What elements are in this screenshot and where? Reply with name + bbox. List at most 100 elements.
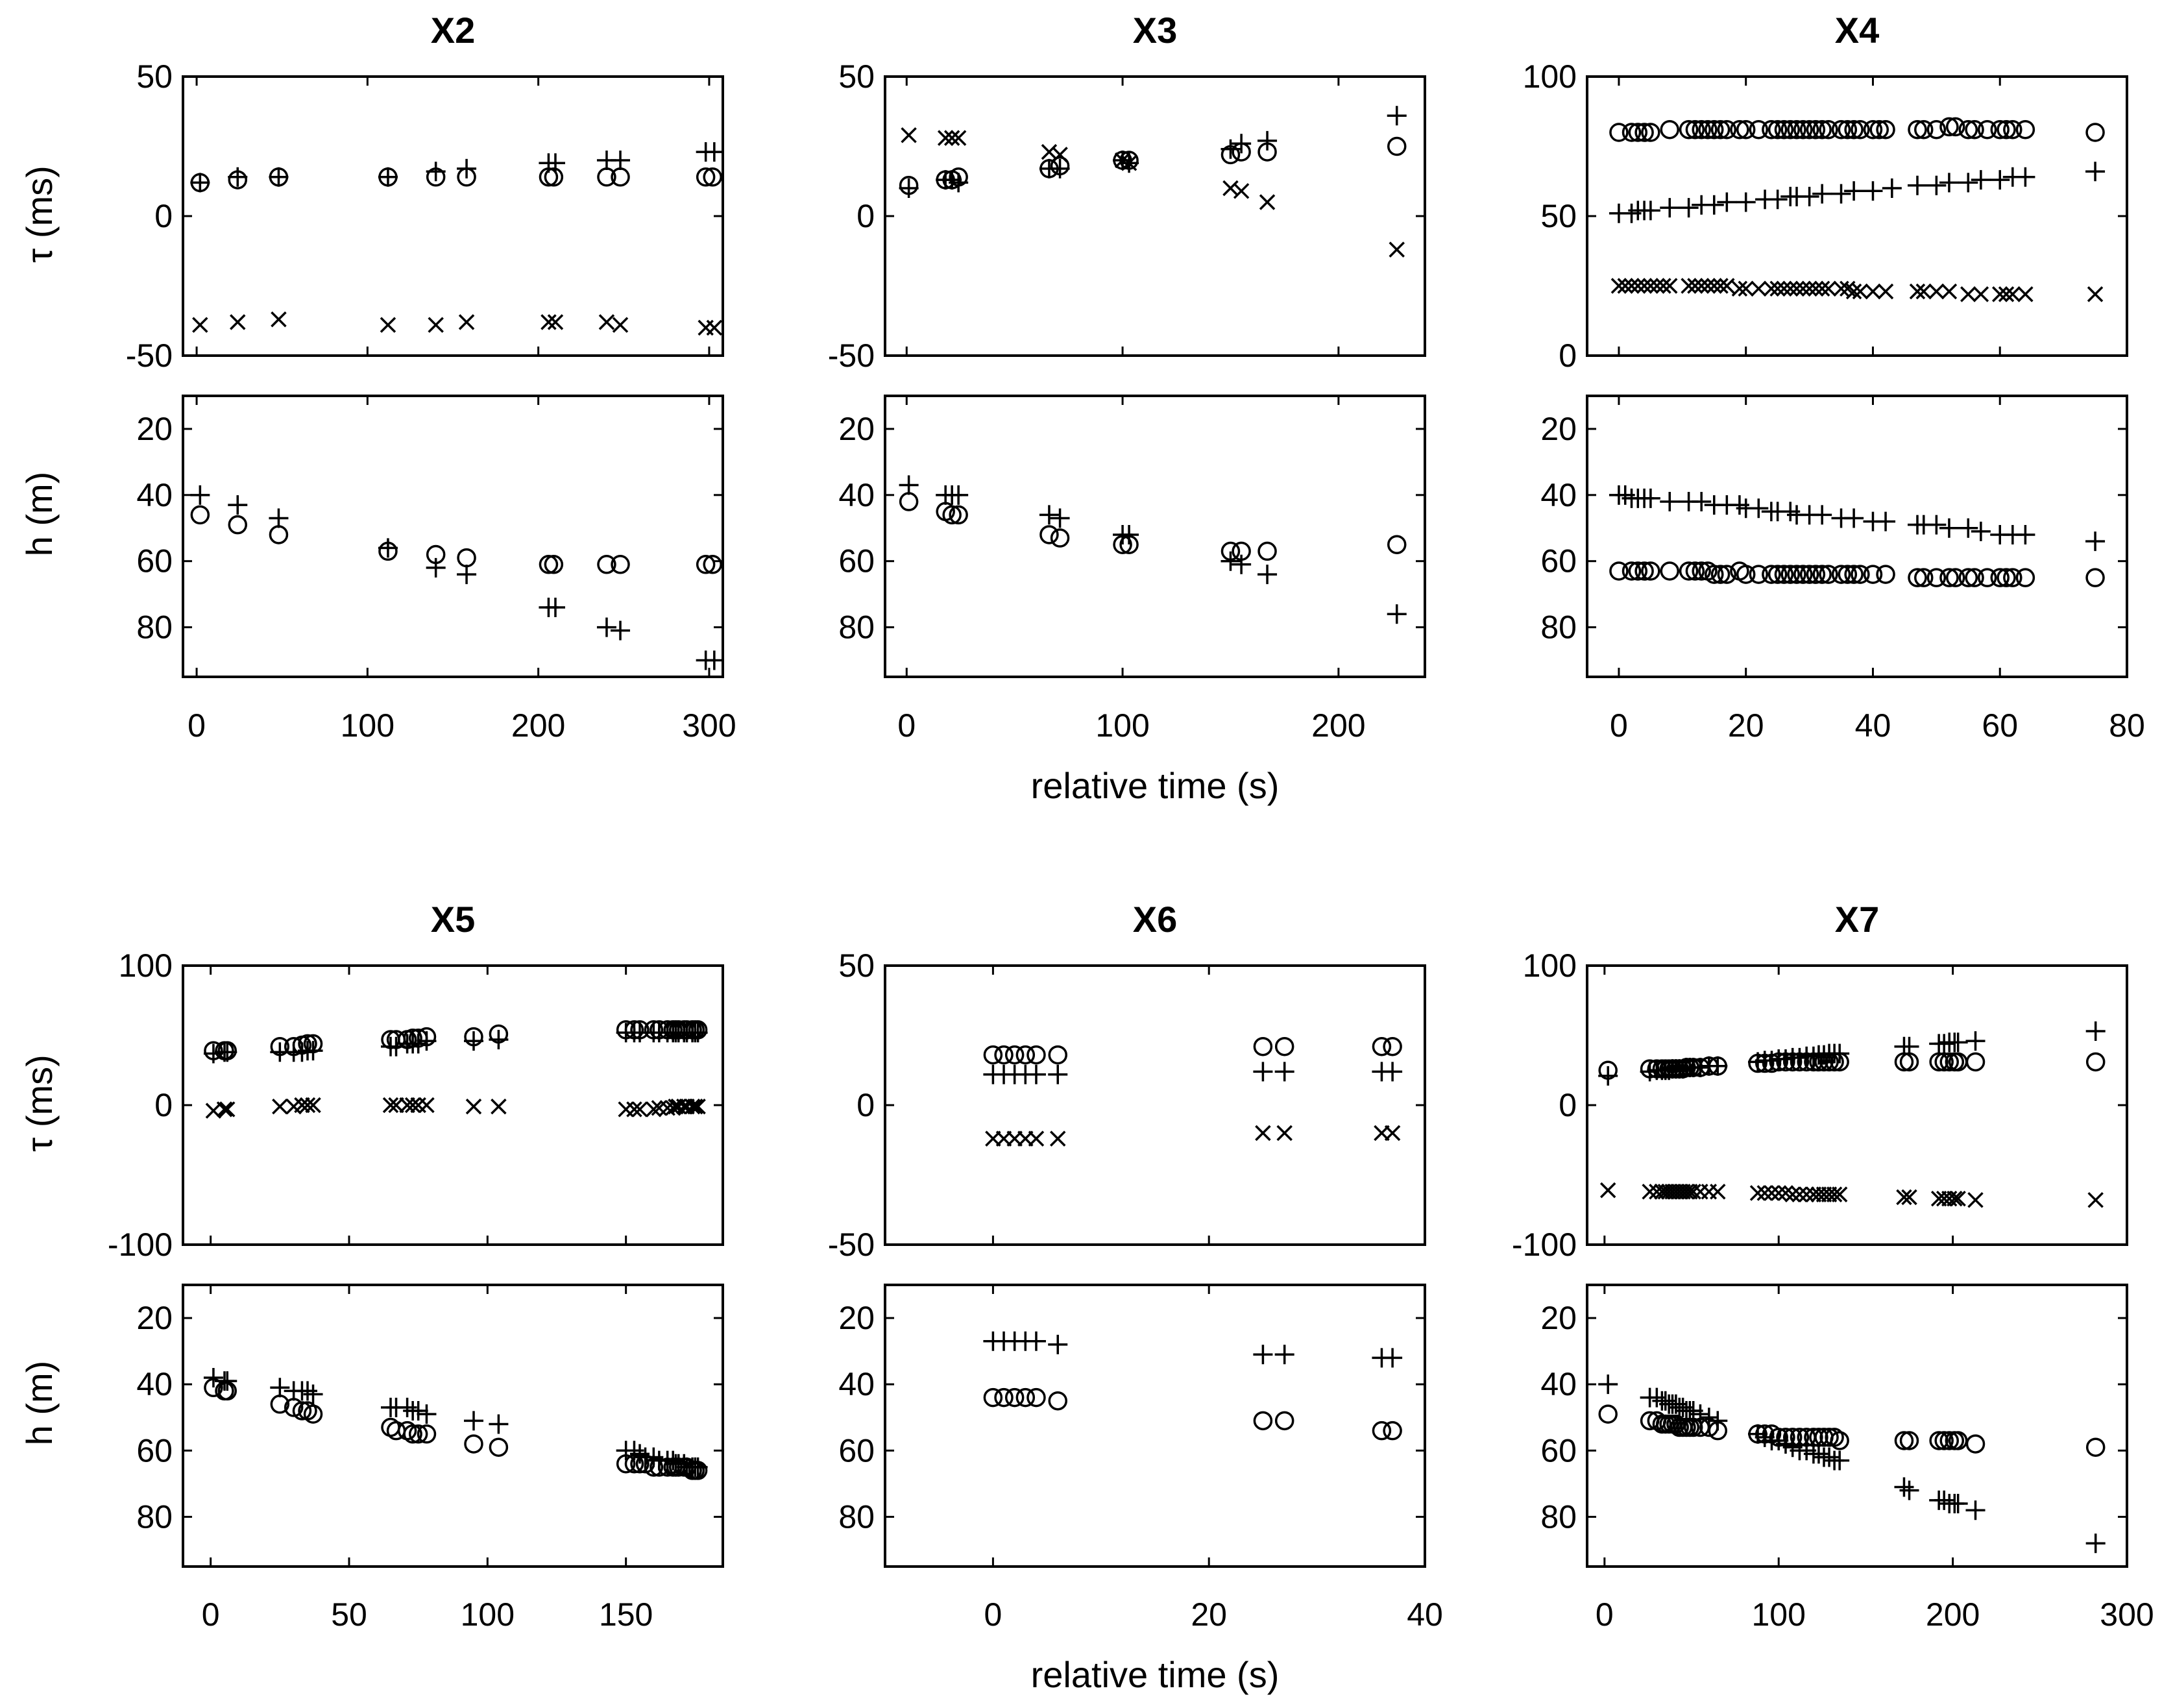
tau-plus-marker [1830,1043,1850,1064]
tau-circle-marker [1977,119,1997,140]
tau-cross-marker [1896,1189,1912,1206]
tau-circle-marker [2015,119,2035,140]
tau-circle-marker [1004,1045,1025,1065]
tau-cross-marker [1764,1185,1780,1201]
x-axis-label: relative time (s) [1031,1654,1280,1695]
tau-cross-marker [305,1097,321,1114]
tau-cross-marker [1649,278,1665,294]
tau-circle-marker [1387,136,1407,156]
tau-plus-marker [464,1031,483,1051]
tau-cross-marker [1050,1130,1066,1147]
tau-cross-marker [1998,286,2015,302]
tau-cross-marker [1751,280,1767,297]
h-circle-marker [1914,568,1934,587]
h-circle-marker [1679,561,1699,581]
h-plus-marker [457,565,477,585]
h-plus-marker [1050,508,1070,528]
tau-plus-marker [899,178,919,198]
tau-cross-marker [419,1097,435,1114]
h-plus-marker [1876,511,1896,531]
tau-circle-marker [1780,119,1800,140]
tau-cross-marker [1599,1182,1616,1199]
h-plus-marker [1048,1334,1068,1354]
h-subplot: 20 40 60 80 [136,395,724,678]
h-circle-marker [1965,1434,1986,1454]
tau-cross-marker [1655,278,1671,294]
y-axis-label-tau-top: τ (ms) [19,165,60,263]
h-circle-marker [1780,565,1800,584]
tau-cross-marker [1776,280,1792,297]
h-circle-marker [983,1387,1003,1408]
panel-title: X3 [1133,10,1178,51]
y-tick-label: 80 [1540,1498,1577,1535]
tau-circle-marker [703,167,722,187]
h-plus-marker [1958,518,1978,538]
h-circle-marker [2015,568,2035,587]
panel-title: X6 [1133,899,1178,940]
x-tick-label: 40 [1407,1596,1443,1633]
tau-cross-marker [1769,280,1786,297]
tau-circle-marker [1819,119,1838,140]
h-circle-marker [1838,565,1858,584]
y-tick-label: 0 [154,1087,173,1123]
tau-circle-marker [1914,119,1934,140]
tau-cross-marker [1973,286,1989,302]
tau-plus-marker [1640,201,1660,221]
h-plus-marker [1899,1480,1919,1500]
h-circle-marker [1812,565,1832,584]
tau-cross-marker [458,314,475,330]
panel-x2: X2 50 0 -50 20 40 60 80 0 100 200 300 [126,10,736,744]
y-tick-label: 50 [1540,198,1577,234]
tau-plus-marker [386,1036,406,1056]
tau-plus-marker [1026,1064,1046,1084]
tau-circle-marker [1767,119,1788,140]
h-circle-marker [1039,525,1059,544]
tau-cross-marker [626,1101,642,1117]
h-circle-marker [1387,535,1407,554]
tau-circle-marker [1851,119,1870,140]
y-tick-label: 100 [119,947,173,984]
tau-cross-marker [1121,155,1137,171]
tau-cross-marker [1642,1184,1658,1200]
tau-circle-marker [1641,123,1660,142]
h-circle-marker [696,555,716,574]
tau-cross-marker [1915,283,1932,300]
tau-circle-marker [1717,119,1737,140]
h-plus-marker [1894,1477,1914,1497]
panel-title: X7 [1835,899,1880,940]
h-circle-marker [1015,1387,1036,1408]
h-plus-marker [464,1411,483,1431]
h-circle-marker [1787,565,1806,584]
tau-cross-marker [1623,278,1640,294]
h-plus-marker [1253,1345,1273,1365]
h-circle-marker [1026,1387,1046,1408]
tau-cross-marker [1642,278,1659,294]
tau-plus-marker [2015,167,2035,187]
tau-circle-marker [1736,119,1756,140]
x-tick-label: 0 [984,1596,1002,1633]
x-tick-label: 300 [2100,1596,2154,1633]
tau-cross-marker [1865,283,1881,300]
y-tick-label: 20 [1540,1300,1577,1336]
h-axes-frame [884,395,1426,678]
h-circle-marker [1628,561,1648,581]
tau-cross-marker [1788,280,1805,297]
y-tick-label: 20 [136,1300,173,1336]
tau-cross-marker [1710,1184,1726,1200]
tau-circle-marker [1253,1036,1273,1056]
h-plus-marker [1690,1404,1710,1424]
tau-circle-marker [1660,119,1679,140]
h-plus-marker [674,1454,694,1474]
tau-cross-marker [937,130,954,146]
tau-subplot: 50 0 -50 [126,58,724,374]
tau-plus-marker [1387,106,1407,126]
tau-cross-marker [1276,1125,1293,1141]
tau-plus-marker [1717,192,1737,212]
h-axes-frame [884,1284,1426,1568]
x-tick-label: 0 [1596,1596,1614,1633]
tau-circle-marker [2003,119,2022,140]
tau-plus-marker [1926,175,1947,195]
h-circle-marker [1692,561,1711,581]
h-circle-marker [942,505,962,525]
tau-circle-marker [696,167,716,187]
